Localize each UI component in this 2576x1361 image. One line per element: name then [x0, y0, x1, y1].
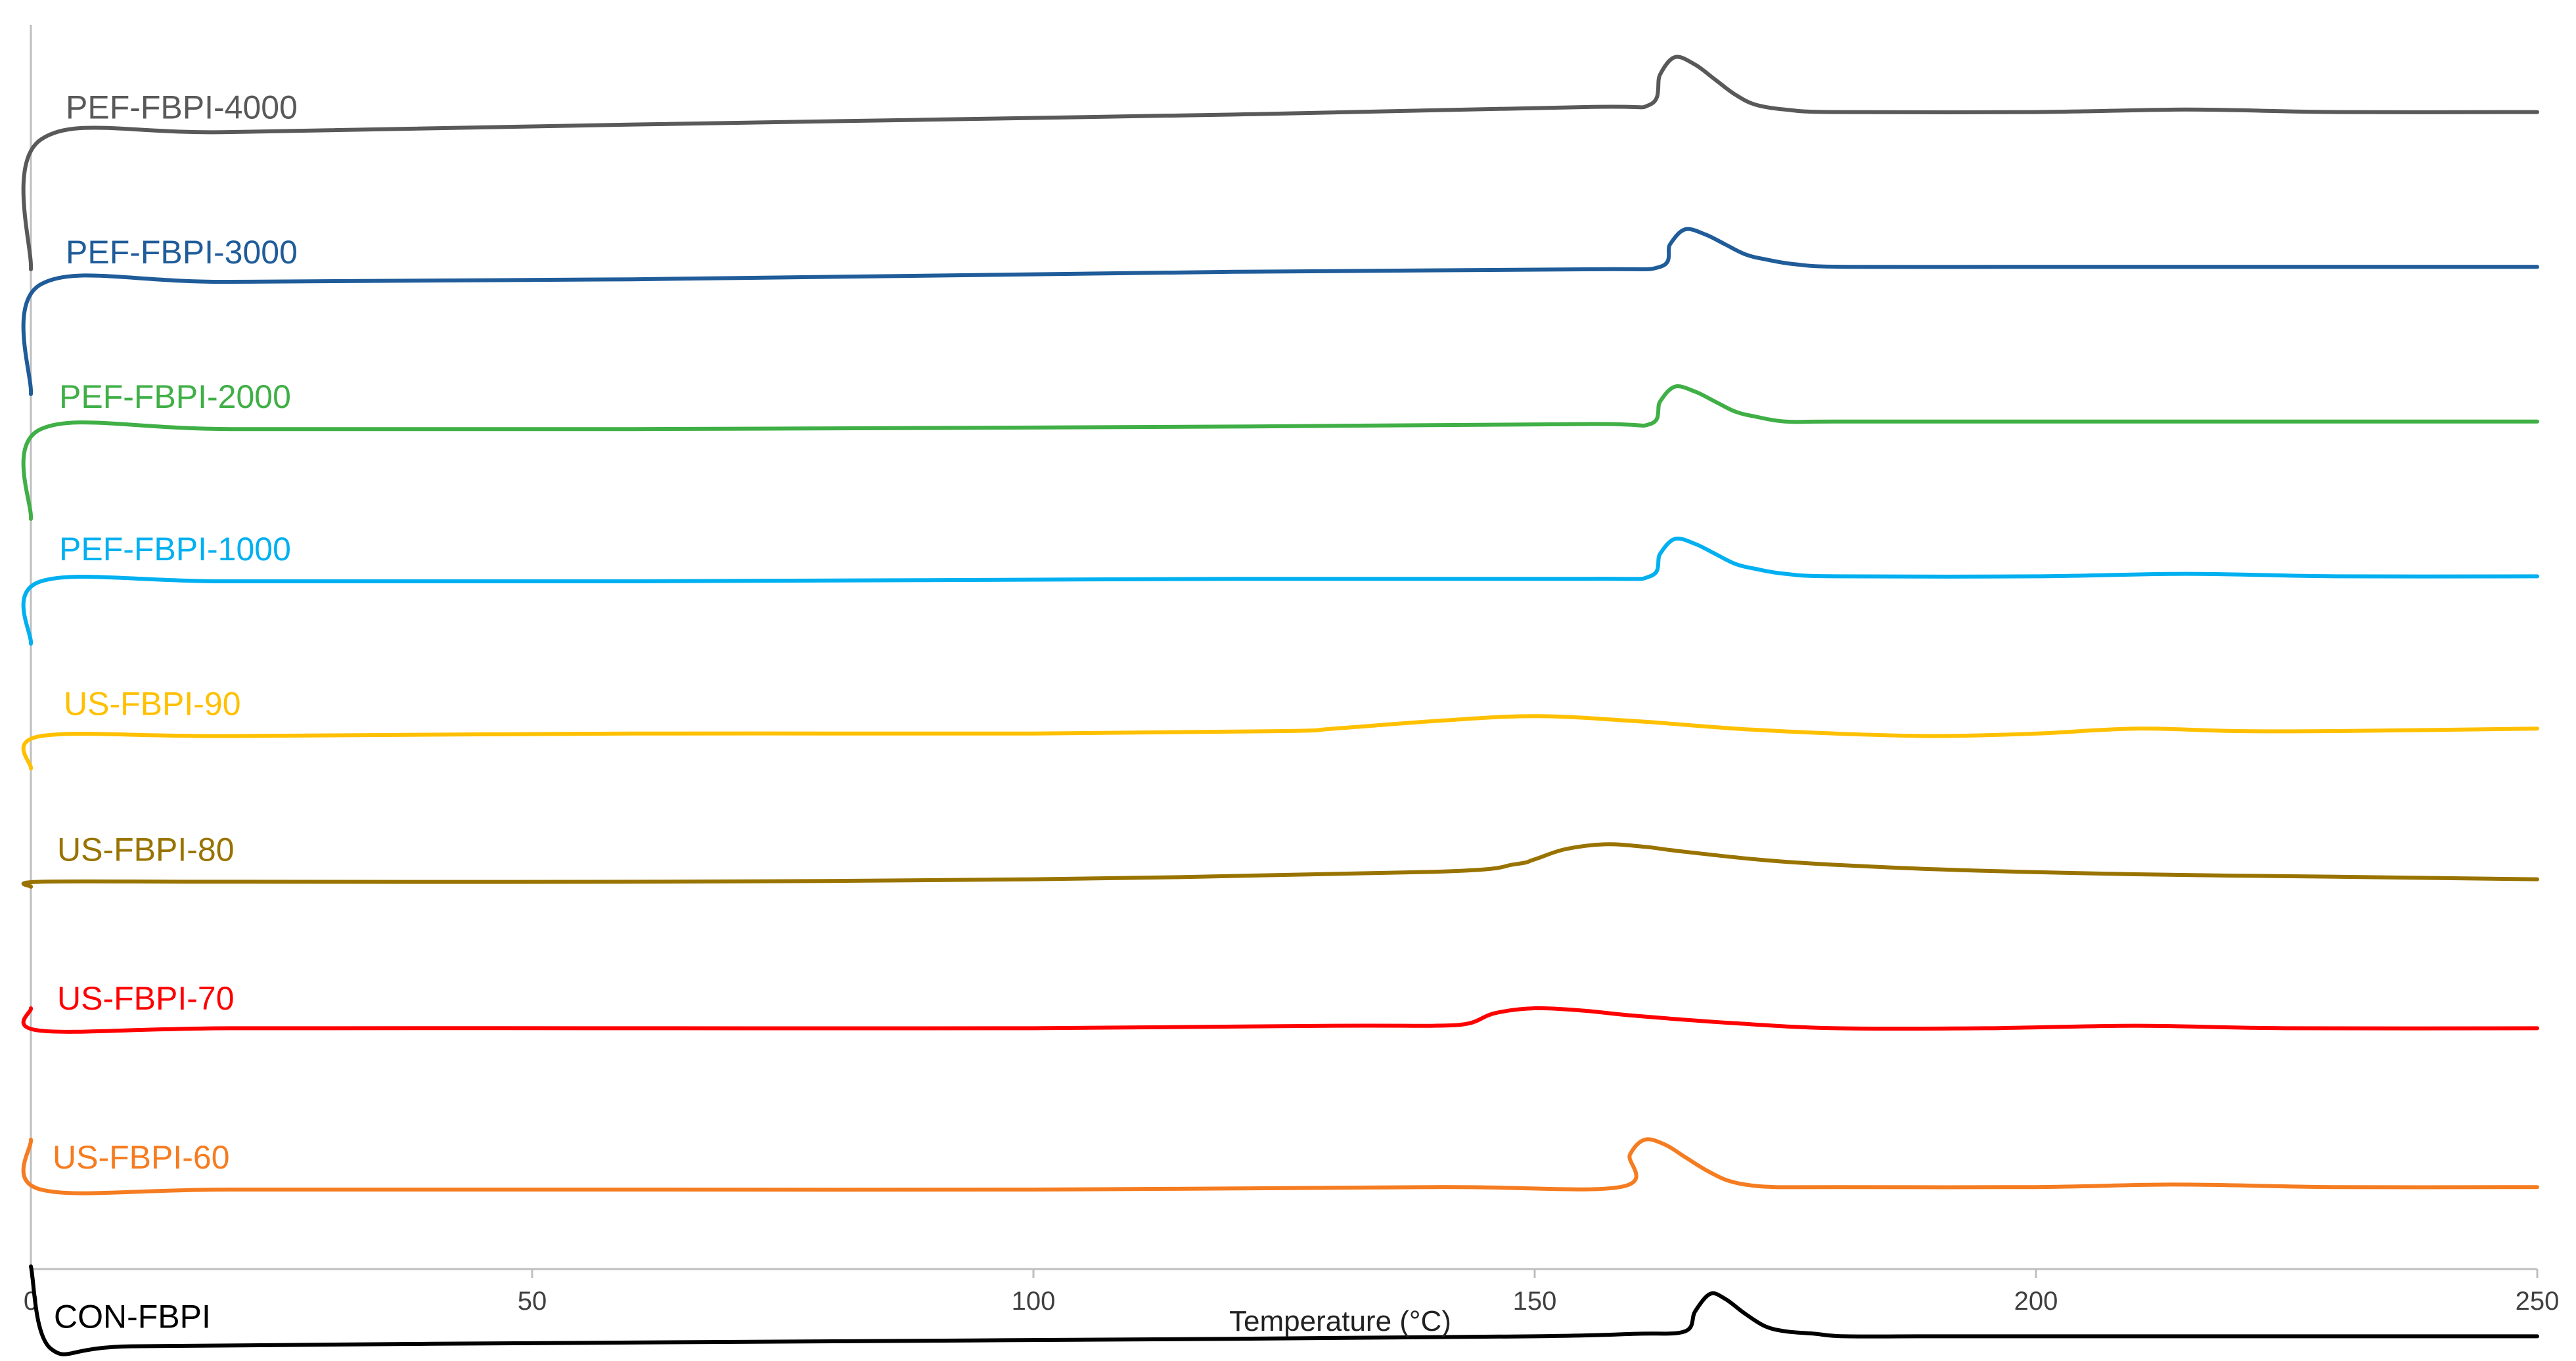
series-label-pef-fbpi-3000: PEF-FBPI-3000: [66, 234, 298, 271]
series-label-pef-fbpi-4000: PEF-FBPI-4000: [66, 89, 298, 125]
series-line-us-fbpi-80: [21, 842, 2539, 889]
x-tick-label: 200: [2014, 1287, 2058, 1316]
series-line-con-fbpi: [29, 1264, 2539, 1356]
x-tick-label: 250: [2516, 1287, 2560, 1316]
x-tick-label: 150: [1513, 1287, 1557, 1316]
series-line-us-fbpi-60: [21, 1137, 2539, 1195]
series-label-us-fbpi-70: US-FBPI-70: [57, 980, 235, 1017]
series-label-pef-fbpi-1000: PEF-FBPI-1000: [59, 531, 291, 568]
series-line-pef-fbpi-4000: [21, 55, 2539, 271]
series-line-us-fbpi-90: [21, 714, 2539, 770]
series-line-pef-fbpi-1000: [21, 536, 2539, 646]
x-axis-title: Temperature (°C): [1229, 1305, 1451, 1337]
series-line-us-fbpi-70: [21, 1006, 2539, 1034]
x-tick-label: 100: [1012, 1287, 1056, 1316]
x-axis-ticks: 0 50 100 150 200 250: [24, 1269, 2560, 1316]
series-lines: [21, 55, 2539, 1356]
series-labels: PEF-FBPI-4000 PEF-FBPI-3000 PEF-FBPI-2000 P…: [53, 89, 298, 1335]
x-tick-label: 50: [518, 1287, 547, 1316]
series-label-us-fbpi-60: US-FBPI-60: [53, 1139, 230, 1176]
series-label-us-fbpi-90: US-FBPI-90: [64, 686, 241, 723]
series-line-pef-fbpi-3000: [21, 227, 2539, 396]
series-label-pef-fbpi-2000: PEF-FBPI-2000: [59, 378, 291, 415]
series-line-pef-fbpi-2000: [21, 384, 2539, 521]
series-label-con-fbpi: CON-FBPI: [54, 1298, 211, 1335]
series-label-us-fbpi-80: US-FBPI-80: [57, 831, 235, 868]
